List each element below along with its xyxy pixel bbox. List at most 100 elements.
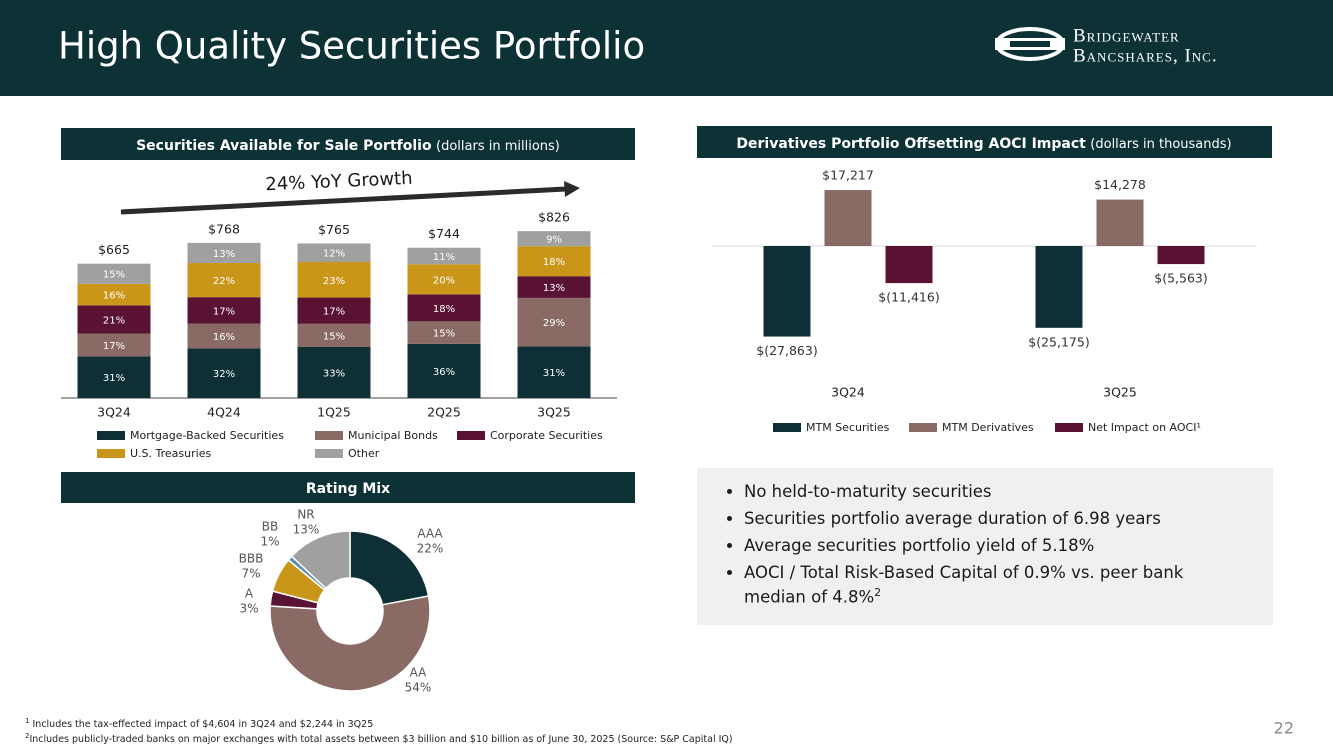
data-label: $(27,863): [756, 343, 817, 358]
data-label: 22%: [213, 276, 235, 287]
bar-segment: [77, 356, 151, 398]
legend-label: Net Impact on AOCI¹: [1088, 421, 1201, 434]
bar-segment: [407, 321, 481, 344]
data-label: 16%: [213, 332, 235, 343]
x-tick-label: 3Q24: [831, 385, 865, 400]
data-label: 31%: [543, 368, 565, 379]
footnote-mark: 1: [25, 717, 29, 725]
footnote: 1 Includes the tax-effected impact of $4…: [25, 716, 373, 730]
bullet: No held-to-maturity securities: [744, 482, 1204, 502]
slice-label: BBB: [239, 552, 264, 566]
bar-segment: [407, 247, 481, 265]
slice-label: BB: [262, 520, 278, 534]
data-label: 32%: [213, 369, 235, 380]
bar-segment: [297, 243, 371, 263]
chart-title: Rating Mix: [306, 481, 390, 497]
total-label: $765: [318, 222, 350, 237]
bar-segment: [407, 343, 481, 398]
bar: [1157, 246, 1205, 265]
bar-segment: [297, 323, 371, 348]
logo: [995, 27, 1065, 61]
bullet-text: No held-to-maturity securities: [744, 482, 992, 501]
data-label: $(25,175): [1028, 334, 1089, 349]
legend-label: Corporate Securities: [490, 429, 603, 442]
chart-subtitle: (dollars in thousands): [1090, 137, 1231, 152]
legend-swatch: [315, 431, 343, 440]
data-label: 17%: [323, 307, 345, 318]
footnote-text: Includes publicly-traded banks on major …: [29, 734, 732, 745]
bar-segment: [517, 346, 591, 398]
section-title: Securities Available for Sale Portfolio …: [136, 138, 560, 154]
data-label: 15%: [323, 331, 345, 342]
section-bar: [61, 128, 635, 160]
total-label: $826: [538, 210, 570, 225]
data-label: 11%: [433, 252, 455, 263]
slice-value: 7%: [241, 567, 260, 581]
bar-segment: [407, 294, 481, 322]
slice-label: AA: [410, 666, 428, 680]
data-label: 31%: [103, 373, 125, 384]
x-tick-label: 4Q24: [207, 405, 241, 420]
data-label: $17,217: [822, 168, 874, 183]
data-label: 23%: [323, 276, 345, 287]
slice-value: 54%: [405, 681, 432, 695]
legend-swatch: [773, 423, 801, 432]
bar-segment: [187, 348, 261, 398]
bar-segment: [187, 242, 261, 264]
legend-label: MTM Derivatives: [942, 421, 1034, 434]
bar-segment: [187, 323, 261, 349]
legend-label: U.S. Treasuries: [130, 447, 211, 460]
total-label: $768: [208, 221, 240, 236]
data-label: 9%: [546, 235, 562, 246]
chart-subtitle: (dollars in millions): [436, 139, 560, 154]
section-bar: [697, 126, 1272, 158]
bullet: Average securities portfolio yield of 5.…: [744, 536, 1204, 556]
bar: [824, 190, 872, 246]
slice-label: NR: [297, 508, 314, 522]
slide-title: High Quality Securities Portfolio: [58, 25, 645, 68]
data-label: 21%: [103, 315, 125, 326]
data-label: 18%: [543, 257, 565, 268]
x-tick-label: 2Q25: [427, 405, 461, 420]
slice-value: 22%: [417, 542, 444, 556]
data-label: $(11,416): [878, 290, 939, 305]
legend-swatch: [97, 449, 125, 458]
bar-segment: [297, 297, 371, 324]
section-bar: [61, 472, 635, 503]
chart-title: Derivatives Portfolio Offsetting AOCI Im…: [736, 136, 1086, 152]
logo-text: Bridgewater: [1073, 25, 1180, 46]
slice-label: AAA: [417, 527, 443, 541]
data-label: 13%: [543, 283, 565, 294]
data-label: $(5,563): [1154, 271, 1208, 286]
bar: [1096, 199, 1144, 246]
bullet-text: Average securities portfolio yield of 5.…: [744, 536, 1095, 555]
slice-value: 1%: [260, 535, 279, 549]
slice-value: 3%: [239, 602, 258, 616]
bar: [763, 246, 811, 337]
pie-slice: [349, 530, 430, 606]
data-label: 17%: [103, 341, 125, 352]
bullet: Securities portfolio average duration of…: [744, 509, 1204, 529]
data-label: 13%: [213, 249, 235, 260]
bar-segment: [187, 297, 261, 324]
legend-label: Other: [348, 447, 380, 460]
footnote-text: Includes the tax-effected impact of $4,6…: [33, 719, 374, 730]
data-label: 18%: [433, 304, 455, 315]
data-label: 29%: [543, 318, 565, 329]
bar-segment: [297, 262, 371, 298]
bullet: AOCI / Total Risk-Based Capital of 0.9% …: [744, 563, 1204, 608]
legend-swatch: [457, 431, 485, 440]
legend-label: Mortgage-Backed Securities: [130, 429, 284, 442]
header-bar: [0, 0, 1333, 96]
bar-segment: [517, 276, 591, 298]
slice-value: 13%: [293, 523, 320, 537]
page-number: 22: [1274, 719, 1294, 738]
footnote-ref: 2: [874, 586, 882, 599]
data-label: $14,278: [1094, 177, 1146, 192]
bullet-text: Securities portfolio average duration of…: [744, 509, 1161, 528]
bar-segment: [517, 297, 591, 347]
legend-swatch: [1055, 423, 1083, 432]
data-label: 33%: [323, 369, 345, 380]
